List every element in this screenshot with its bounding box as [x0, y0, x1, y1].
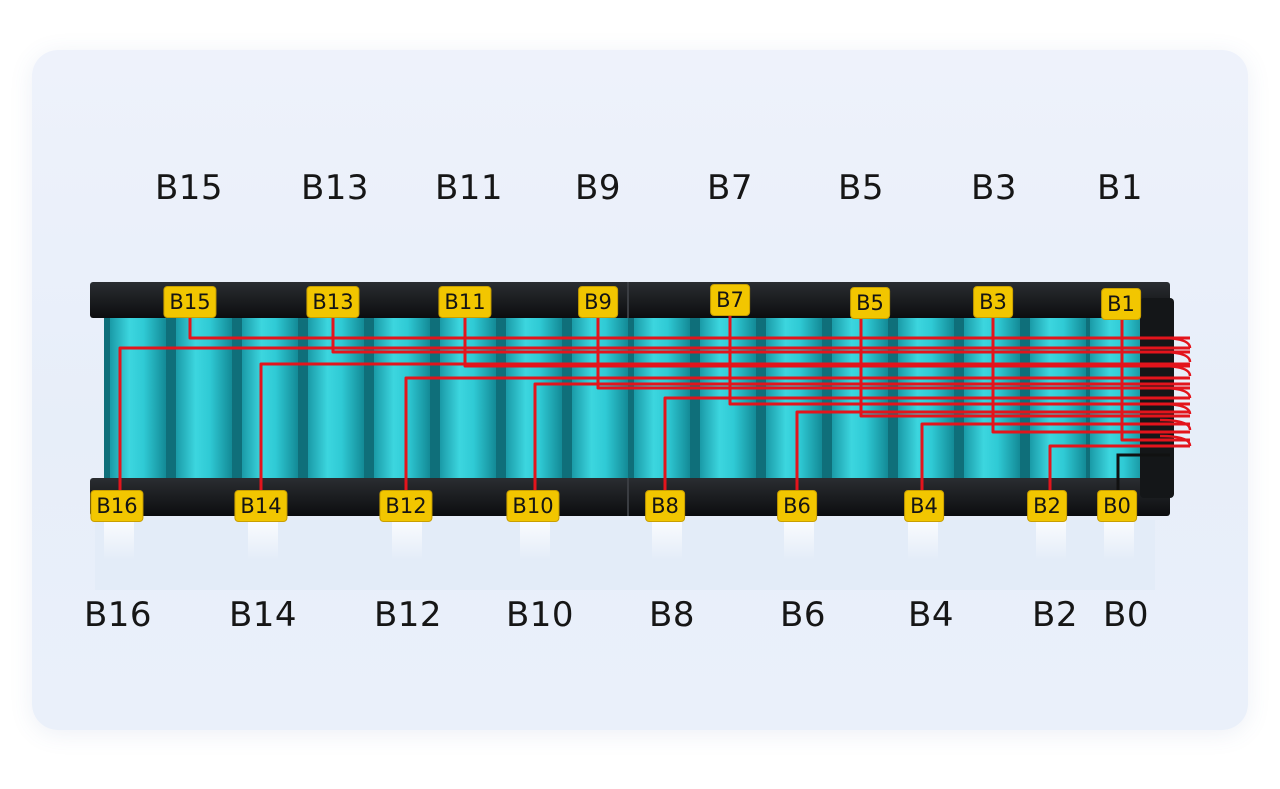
tag-b15: B15: [163, 286, 217, 318]
bottom-label-b12: B12: [373, 595, 443, 635]
tag-b2: B2: [1027, 490, 1067, 522]
bottom-label-b8: B8: [649, 595, 695, 635]
cell: [176, 305, 232, 485]
tag-b10: B10: [506, 490, 560, 522]
bottom-label-b10: B10: [505, 595, 575, 635]
tag-b16: B16: [90, 490, 144, 522]
tag-b11: B11: [438, 286, 492, 318]
top-label-b15: B15: [154, 168, 224, 208]
cells: [110, 305, 1146, 485]
top-label-b11: B11: [434, 168, 504, 208]
tag-b0: B0: [1097, 490, 1137, 522]
cell: [700, 305, 756, 485]
top-label-b13: B13: [300, 168, 370, 208]
bottom-label-b14: B14: [228, 595, 298, 635]
bottom-label-b16: B16: [83, 595, 153, 635]
bottom-label-b0: B0: [1103, 595, 1149, 635]
tag-b3: B3: [973, 286, 1013, 318]
tag-b13: B13: [306, 286, 360, 318]
cell: [766, 305, 822, 485]
top-label-b1: B1: [1097, 168, 1143, 208]
bottom-label-b4: B4: [908, 595, 954, 635]
tag-b9: B9: [578, 286, 618, 318]
bottom-label-b6: B6: [780, 595, 826, 635]
cell: [110, 305, 166, 485]
bottom-frame: [90, 478, 1170, 516]
cell: [898, 305, 954, 485]
tag-b6: B6: [777, 490, 817, 522]
top-label-b3: B3: [971, 168, 1017, 208]
cell: [572, 305, 628, 485]
top-label-b9: B9: [575, 168, 621, 208]
wire-bundle: [1159, 336, 1192, 447]
tag-b5: B5: [850, 287, 890, 319]
cell: [440, 305, 496, 485]
tag-b12: B12: [379, 490, 433, 522]
top-label-b5: B5: [838, 168, 884, 208]
balance-wires: [118, 315, 1190, 490]
cell: [1030, 305, 1086, 485]
top-label-b7: B7: [707, 168, 753, 208]
top-frame: [90, 282, 1170, 318]
tag-b4: B4: [904, 490, 944, 522]
cell: [308, 305, 364, 485]
b0-lead: [1116, 453, 1170, 490]
tab-reflections: [104, 520, 1134, 560]
tag-b8: B8: [645, 490, 685, 522]
tag-b1: B1: [1101, 288, 1141, 320]
cell: [374, 305, 430, 485]
bottom-label-b2: B2: [1032, 595, 1078, 635]
cell: [634, 305, 690, 485]
tag-b7: B7: [710, 284, 750, 316]
tag-b14: B14: [234, 490, 288, 522]
cell: [242, 305, 298, 485]
